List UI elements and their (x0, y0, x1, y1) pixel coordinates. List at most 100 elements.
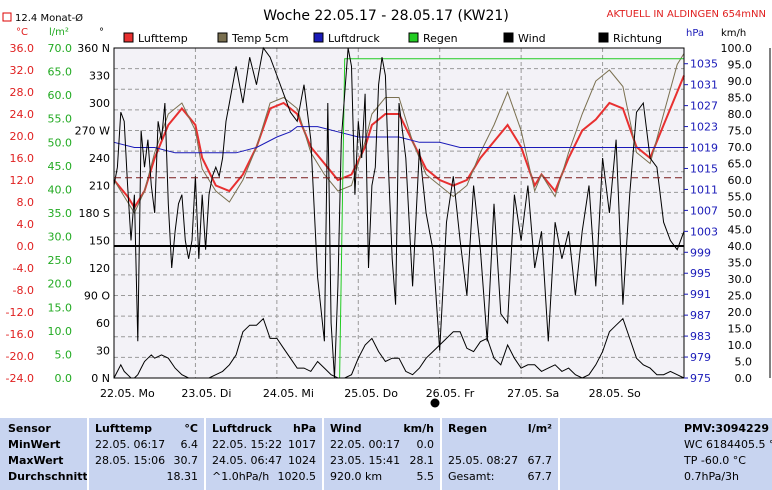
temp-tick-label: 36.0 (10, 42, 35, 55)
temp-max-time: 28.05. 15:06 (95, 454, 166, 467)
pressure-tick-label: 983 (690, 330, 711, 343)
wind-tick-label: 5.0 (735, 356, 753, 369)
wind-tick-label: 80.0 (728, 108, 753, 121)
pressure-min-time: 22.05. 15:22 (212, 438, 283, 451)
legend-label-luftdruck: Luftdruck (328, 32, 380, 45)
wind-min-value: 0.0 (416, 438, 435, 451)
temp-max-value: 30.7 (173, 454, 199, 467)
axes-layer: 36.0 32.0 28.0 24.0 20.0 16.0 12.0 8.0 4.0 0.0 -4.… (6, 42, 752, 400)
stats-sensor: Sensor MinWert MaxWert Durchschnitt (0, 418, 87, 490)
pressure-tick-label: 1035 (690, 58, 718, 71)
pressure-unit: hPa (292, 422, 316, 435)
rain-tick-label: 15.0 (48, 301, 73, 314)
pressure-tick-label: 1023 (690, 121, 718, 134)
temp-tick-label: 20.0 (10, 130, 35, 143)
wind-tick-label: 40.0 (728, 240, 753, 253)
wind-tick-label: 0.0 (735, 372, 753, 385)
pressure-tick-label: 991 (690, 288, 711, 301)
wind-tick-label: 100.0 (721, 42, 753, 55)
direction-tick-label: 150 (89, 235, 110, 248)
rain-tick-label: 10.0 (48, 325, 73, 338)
pressure-tick-label: 1027 (690, 100, 718, 113)
wind-tick-label: 70.0 (728, 141, 753, 154)
legend-swatch-lufttemp (123, 32, 134, 43)
rain-tick-label: 35.0 (48, 207, 73, 220)
temp-tick-label: 16.0 (10, 152, 35, 165)
sensor-header: Sensor (8, 422, 51, 435)
legend-swatch-luftdruck (313, 32, 324, 43)
wind-tick-label: 65.0 (728, 158, 753, 171)
direction-tick-label: 210 (89, 180, 110, 193)
direction-tick-label: 60 (96, 317, 110, 330)
temp-tick-label: -20.0 (6, 350, 34, 363)
sensor-avg-label: Durchschnitt (8, 470, 87, 483)
pmv-header: PMV:3094229 (684, 422, 770, 435)
monthly-avg-label: 12.4 Monat-Ø (15, 12, 83, 24)
rain-tick-label: 25.0 (48, 254, 73, 267)
pressure-tick-label: 1031 (690, 79, 718, 92)
x-tick-label: 24.05. Mi (263, 387, 314, 400)
legend-label-temp5cm: Temp 5cm (231, 32, 289, 45)
temp-min-value: 6.4 (180, 438, 199, 451)
wind-tick-label: 60.0 (728, 174, 753, 187)
temp-tick-label: 8.0 (17, 196, 35, 209)
wind-tick-label: 15.0 (728, 323, 753, 336)
monthly-avg-swatch (2, 12, 12, 22)
wind-max-value: 28.1 (409, 454, 435, 467)
direction-tick-label: 180 S (79, 207, 110, 220)
legend-label-richtung: Richtung (613, 32, 662, 45)
rain-tick-label: 70.0 (48, 42, 73, 55)
temp-unit: °C (184, 422, 198, 435)
pmv-wc: WC 6184405.5 ° (684, 438, 772, 451)
pressure-avg-value: 1020.5 (277, 470, 317, 483)
rain-tick-label: 5.0 (55, 348, 73, 361)
pressure-tick-label: 1003 (690, 225, 718, 238)
pressure-max-value: 1024 (288, 454, 316, 467)
rain-max-value: 67.7 (527, 454, 553, 467)
pressure-header: Luftdruck (212, 422, 272, 435)
rain-tick-label: 50.0 (48, 136, 73, 149)
unit-wind: km/h (721, 28, 746, 39)
wind-min-time: 22.05. 00:17 (330, 438, 401, 451)
wind-max-time: 23.05. 15:41 (330, 454, 401, 467)
chart-title: Woche 22.05.17 - 28.05.17 (KW21) (263, 8, 509, 24)
legend-swatch-wind (503, 32, 514, 43)
rain-tick-label: 55.0 (48, 113, 73, 126)
rain-tick-label: 65.0 (48, 66, 73, 79)
temp-tick-label: -4.0 (13, 262, 34, 275)
x-tick-label: 23.05. Di (181, 387, 231, 400)
pressure-tick-label: 1011 (690, 183, 718, 196)
temp-tick-label: -16.0 (6, 328, 34, 341)
pmv-trend: 0.7hPa/3h (684, 470, 740, 483)
direction-tick-label: 0 N (91, 372, 110, 385)
series-line-richtung (113, 46, 685, 379)
unit-pressure: hPa (686, 28, 704, 39)
pressure-tick-label: 987 (690, 309, 711, 322)
pressure-tick-label: 1007 (690, 204, 718, 217)
direction-tick-label: 90 O (84, 290, 110, 303)
rain-header: Regen (448, 422, 488, 435)
temp-tick-label: -8.0 (13, 284, 34, 297)
pmv-tp: TP -60.0 °C (684, 454, 746, 467)
pressure-tick-label: 995 (690, 267, 711, 280)
x-tick-label: 25.05. Do (344, 387, 398, 400)
temp-tick-label: -24.0 (6, 372, 34, 385)
x-tick-label: 27.05. Sa (507, 387, 559, 400)
wind-tick-label: 85.0 (728, 92, 753, 105)
wind-tick-label: 10.0 (728, 339, 753, 352)
temp-tick-label: 32.0 (10, 64, 35, 77)
wind-tick-label: 25.0 (728, 290, 753, 303)
legend-swatch-regen (408, 32, 419, 43)
now-marker (430, 398, 440, 408)
rain-tick-label: 45.0 (48, 160, 73, 173)
x-tick-label: 28.05. So (589, 387, 641, 400)
legend-swatch-richtung (598, 32, 609, 43)
rain-tick-label: 60.0 (48, 89, 73, 102)
rain-tick-label: 20.0 (48, 278, 73, 291)
legend-label-regen: Regen (423, 32, 458, 45)
stats-pressure: Luftdruck hPa 22.05. 15:22 1017 24.05. 0… (206, 418, 322, 490)
stats-wind: Wind km/h 22.05. 00:17 0.0 23.05. 15:41 … (324, 418, 440, 490)
pressure-trend: ^1.0hPa/h (212, 470, 270, 483)
wind-tick-label: 20.0 (728, 306, 753, 319)
direction-tick-label: 270 W (75, 125, 110, 138)
